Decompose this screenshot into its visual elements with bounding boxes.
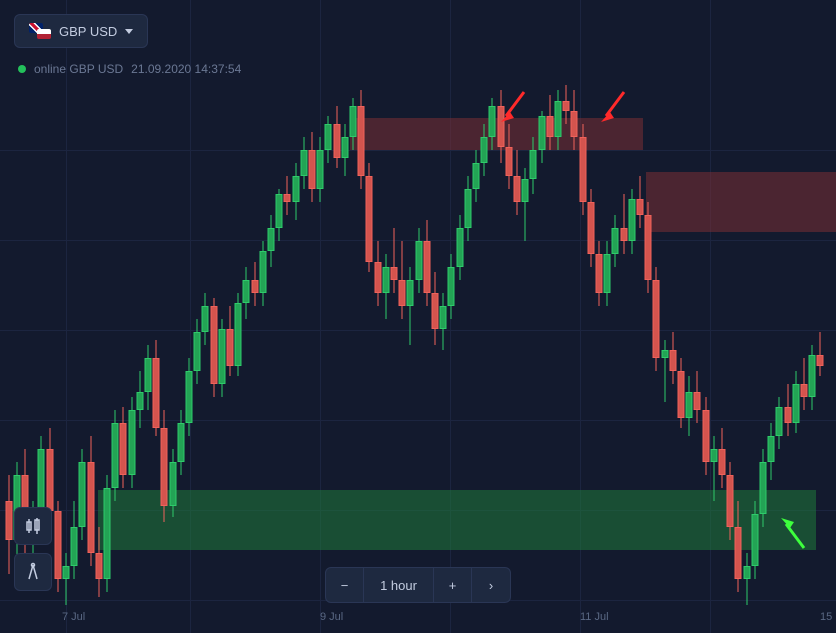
status-timestamp: 21.09.2020 14:37:54 <box>131 62 241 76</box>
timeframe-bar: − 1 hour + › <box>325 567 511 603</box>
xaxis-label: 15 <box>820 611 832 623</box>
support-zone[interactable] <box>98 490 816 550</box>
green-arrow-1 <box>778 516 808 552</box>
flag-pair-icon <box>29 23 51 39</box>
timeframe-minus-button[interactable]: − <box>326 568 364 602</box>
xaxis-label: 11 Jul <box>580 611 609 623</box>
timeframe-label[interactable]: 1 hour <box>364 568 434 602</box>
gridline-vertical <box>66 0 67 633</box>
chevron-down-icon <box>125 29 133 34</box>
chart-type-button[interactable] <box>14 507 52 545</box>
resistance-zone-2[interactable] <box>646 172 836 232</box>
red-arrow-2 <box>598 88 628 124</box>
drawing-tools-button[interactable] <box>14 553 52 591</box>
status-line: online GBP USD 21.09.2020 14:37:54 <box>18 62 241 76</box>
chart-area[interactable]: 7 Jul 9 Jul 11 Jul 15 <box>0 0 836 633</box>
timeframe-next-button[interactable]: › <box>472 568 510 602</box>
timeframe-plus-button[interactable]: + <box>434 568 472 602</box>
red-arrow-1 <box>498 88 528 124</box>
xaxis-label: 9 Jul <box>320 611 343 623</box>
xaxis-label: 7 Jul <box>62 611 85 623</box>
status-text: online GBP USD <box>34 62 123 76</box>
symbol-label: GBP USD <box>59 24 117 39</box>
symbol-selector[interactable]: GBP USD <box>14 14 148 48</box>
status-dot-icon <box>18 65 26 73</box>
tool-buttons <box>14 507 52 591</box>
candlestick-icon <box>23 516 43 536</box>
compass-icon <box>23 562 43 582</box>
